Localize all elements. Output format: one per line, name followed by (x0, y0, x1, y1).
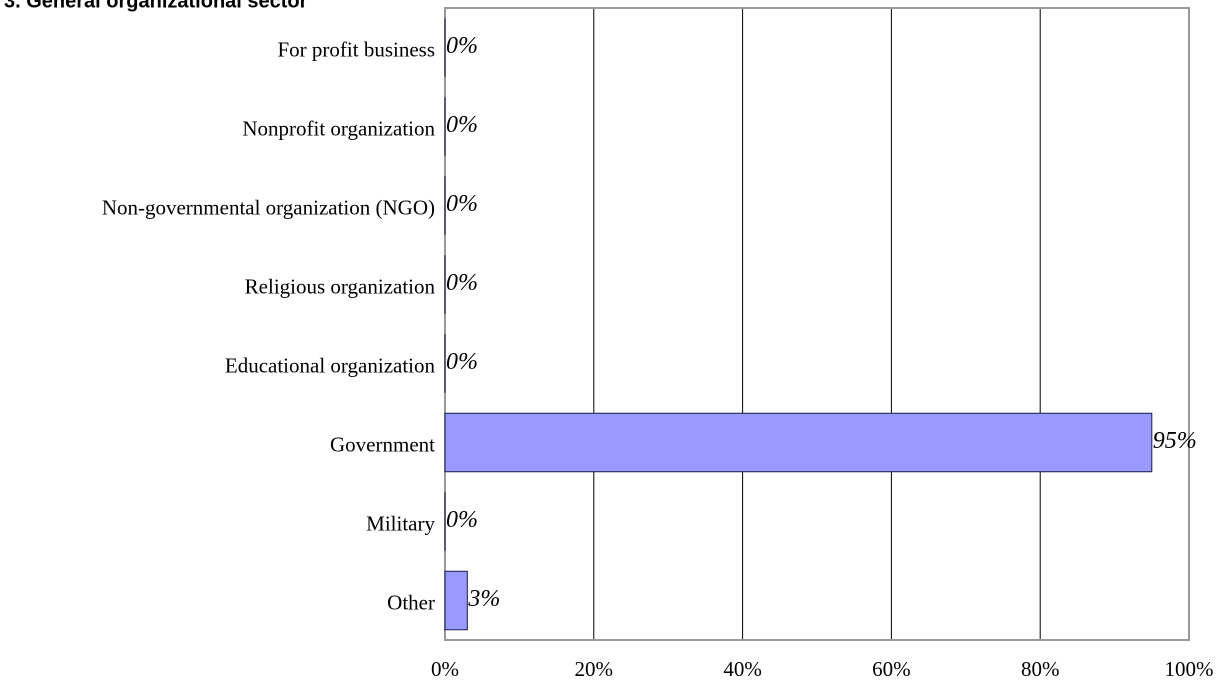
x-tick-label: 80% (1021, 657, 1060, 681)
plot-frame (444, 7, 1190, 641)
x-tick-label: 100% (1165, 657, 1214, 681)
bar (444, 570, 468, 631)
value-label: 95% (1153, 428, 1197, 454)
y-tick-label: Religious organization (245, 274, 436, 298)
x-tick-label: 60% (872, 657, 911, 681)
y-tick-label: Educational organization (225, 353, 436, 377)
y-tick-label: Government (330, 432, 435, 456)
y-tick-label: Other (387, 590, 435, 614)
x-tick-label: 40% (723, 657, 762, 681)
y-tick-label: Military (366, 511, 435, 535)
chart-title: 3. General organizational sector (4, 0, 308, 12)
value-label: 0% (446, 349, 478, 375)
value-label: 0% (446, 112, 478, 138)
bar (444, 412, 1153, 473)
value-label: 0% (446, 33, 478, 59)
y-tick-label: Nonprofit organization (242, 116, 435, 140)
value-label: 0% (446, 191, 478, 217)
x-tick-label: 20% (575, 657, 614, 681)
y-tick-label: For profit business (278, 37, 436, 61)
y-tick-label: Non-governmental organization (NGO) (102, 195, 435, 219)
value-label: 0% (446, 270, 478, 296)
x-tick-label: 0% (431, 657, 459, 681)
value-label: 3% (467, 586, 500, 612)
value-label: 0% (446, 507, 478, 533)
